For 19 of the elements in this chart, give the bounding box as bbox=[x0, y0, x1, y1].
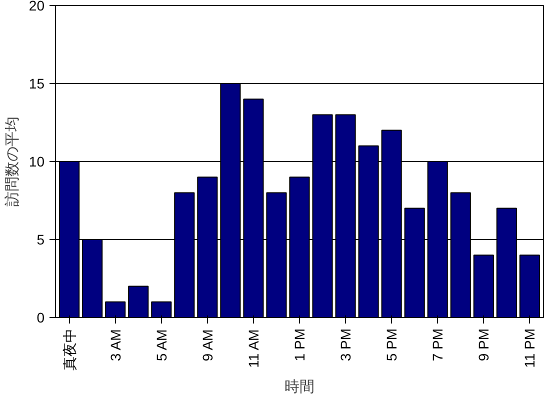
x-tick-label: 7 PM bbox=[430, 328, 446, 362]
x-tick-label: 9 AM bbox=[199, 329, 216, 362]
x-tick-label: 11 PM bbox=[522, 328, 538, 368]
x-tick-label: 真夜中 bbox=[61, 328, 78, 370]
x-tick-label: 9 PM bbox=[476, 328, 492, 362]
y-axis-title: 訪問数の平均 bbox=[4, 116, 21, 206]
x-tick-label: 3 PM bbox=[338, 328, 354, 362]
y-tick-label: 20 bbox=[28, 0, 45, 14]
y-tick-label: 0 bbox=[36, 310, 45, 326]
x-axis-title: 時間 bbox=[284, 378, 314, 396]
y-tick-label: 10 bbox=[28, 154, 45, 170]
x-tick-label: 5 PM bbox=[384, 328, 400, 362]
x-tick-label: 5 AM bbox=[153, 329, 170, 362]
y-tick-label: 15 bbox=[28, 76, 45, 92]
x-tick-label: 3 AM bbox=[107, 329, 124, 362]
x-tick-label: 1 PM bbox=[292, 328, 308, 362]
y-tick-label: 5 bbox=[36, 232, 45, 248]
x-tick-label: 11 AM bbox=[245, 329, 262, 368]
bar bbox=[128, 286, 149, 318]
